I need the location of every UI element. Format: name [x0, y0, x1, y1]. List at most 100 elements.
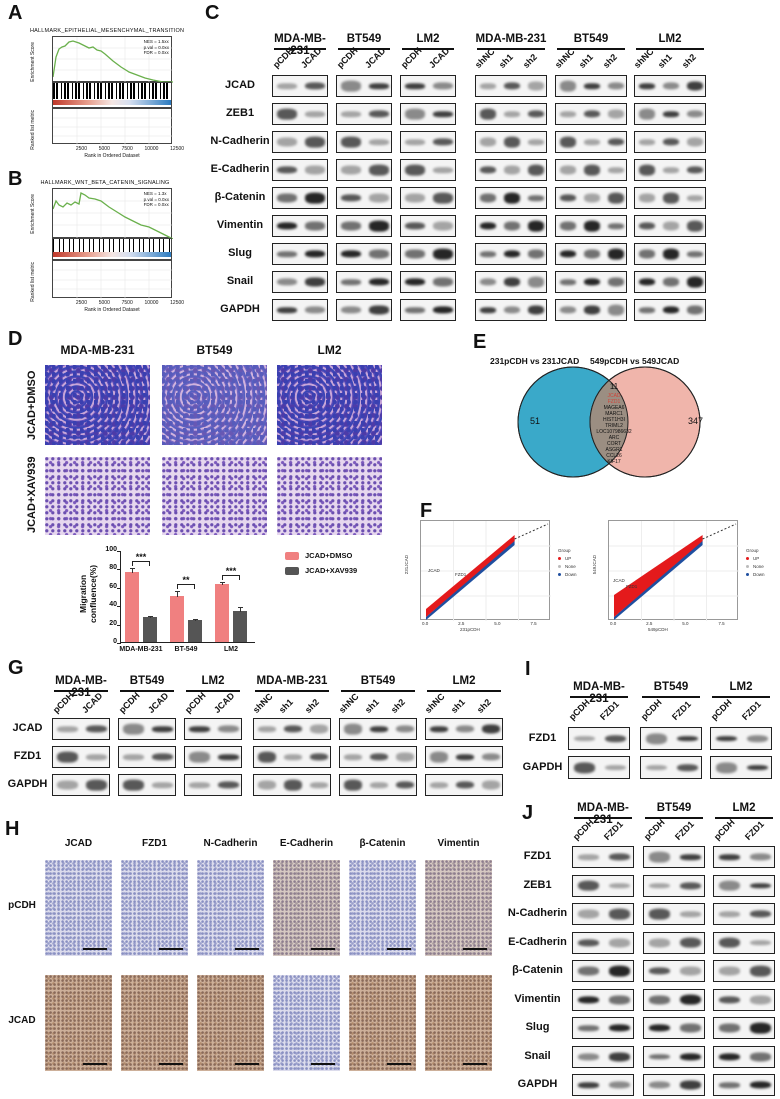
protein-band — [123, 754, 144, 760]
blot-strip — [572, 931, 634, 954]
blot-strip — [713, 1074, 775, 1096]
x-tick: 2.5 — [458, 621, 465, 626]
protein-band — [479, 307, 497, 313]
protein-band — [662, 248, 680, 260]
blot-strip — [272, 131, 328, 153]
blot-strip — [572, 988, 634, 1011]
protein-band — [718, 966, 741, 976]
group-underline — [570, 696, 628, 698]
protein-label: Vimentin — [514, 992, 561, 1005]
protein-band — [481, 780, 501, 790]
protein-band — [405, 164, 425, 176]
protein-label: Slug — [525, 1021, 550, 1033]
protein-label: N-Cadherin — [507, 907, 568, 919]
protein-band — [433, 248, 453, 260]
blot-strip — [336, 243, 392, 265]
transwell-image — [277, 457, 382, 535]
scatter-legend: Group UP None Down — [558, 548, 577, 577]
highlight-gene: FZD1 — [607, 399, 621, 405]
protein-band — [607, 82, 625, 90]
lane-label: sh1 — [277, 696, 296, 715]
protein-band — [648, 851, 671, 863]
protein-band — [577, 938, 600, 947]
enrichment-score-plot: NES = 1.5xx p.val = 0.0xx FDR = 0.0xx — [52, 36, 173, 83]
blot-strip — [400, 243, 456, 265]
d-col-mda: MDA-MB-231 — [60, 343, 135, 357]
lane-label: shNC — [472, 46, 497, 70]
gsea-plot-wnt: HALLMARK_WNT_BETA_CATENIN_SIGNALING NES … — [30, 180, 185, 313]
protein-band — [527, 220, 545, 232]
protein-band — [607, 277, 625, 287]
protein-band — [662, 167, 680, 173]
protein-label: Vimentin — [216, 219, 264, 231]
blot-strip — [713, 903, 775, 925]
protein-band — [679, 1023, 702, 1033]
ranked-metric-plot — [52, 260, 173, 299]
ihc-column-header: FZD1 — [142, 838, 167, 849]
blot-strip — [634, 75, 706, 97]
ihc-image — [197, 975, 264, 1071]
x-axis-label: 231pCDH — [460, 627, 480, 632]
protein-band — [686, 81, 704, 91]
protein-band — [638, 278, 656, 286]
blot-strip — [184, 746, 242, 768]
protein-band — [607, 192, 625, 204]
protein-band — [479, 166, 497, 174]
protein-band — [583, 278, 601, 286]
scatter-area — [420, 520, 551, 621]
protein-band — [305, 192, 325, 204]
protein-band — [527, 81, 545, 91]
protein-band — [608, 965, 631, 977]
protein-band — [433, 167, 453, 173]
protein-band — [503, 306, 521, 314]
protein-band — [479, 222, 497, 230]
lane-label: sh2 — [303, 696, 322, 715]
protein-label: Snail — [226, 275, 254, 287]
protein-band — [343, 754, 363, 760]
blot-strip — [634, 215, 706, 237]
protein-band — [559, 111, 577, 117]
protein-band — [559, 221, 577, 231]
protein-band — [369, 193, 389, 203]
protein-band — [57, 780, 78, 790]
group-underline — [186, 690, 240, 692]
blot-strip — [634, 187, 706, 209]
protein-band — [662, 306, 680, 314]
cell-line-header: LM2 — [732, 802, 756, 814]
x-axis-label: 549pCDH — [648, 627, 668, 632]
overlap-gene: ARC — [608, 435, 620, 441]
protein-band — [679, 881, 702, 890]
protein-band — [746, 734, 769, 743]
protein-band — [604, 734, 627, 743]
protein-band — [607, 248, 625, 260]
blot-strip — [336, 103, 392, 125]
blot-strip — [643, 988, 705, 1011]
cell-line-header: BT549 — [129, 675, 165, 687]
blot-strip — [572, 874, 634, 897]
y-tick: 20 — [109, 619, 117, 627]
legend-dot-icon — [558, 565, 561, 568]
blot-strip — [336, 131, 392, 153]
protein-band — [638, 307, 656, 313]
protein-band — [648, 1024, 671, 1032]
protein-band — [608, 994, 631, 1005]
protein-band — [341, 279, 361, 285]
protein-band — [503, 136, 521, 148]
transwell-image — [162, 457, 267, 535]
protein-band — [686, 166, 704, 174]
protein-band — [405, 249, 425, 259]
highlight-gene: JCAD — [607, 393, 621, 399]
blot-strip — [713, 960, 775, 982]
cell-line-header: MDA-MB-231 — [573, 681, 625, 705]
protein-band — [341, 80, 361, 92]
lane-label: sh2 — [520, 51, 539, 70]
protein-band — [57, 726, 78, 732]
protein-band — [57, 751, 78, 763]
blot-strip — [52, 774, 110, 796]
y-tick: 60 — [109, 582, 117, 590]
lane-label: shNC — [631, 46, 656, 70]
protein-band — [608, 1051, 631, 1062]
group-underline — [341, 690, 415, 692]
blot-strip — [475, 215, 547, 237]
overlap-gene: ASGR1 — [605, 447, 623, 453]
